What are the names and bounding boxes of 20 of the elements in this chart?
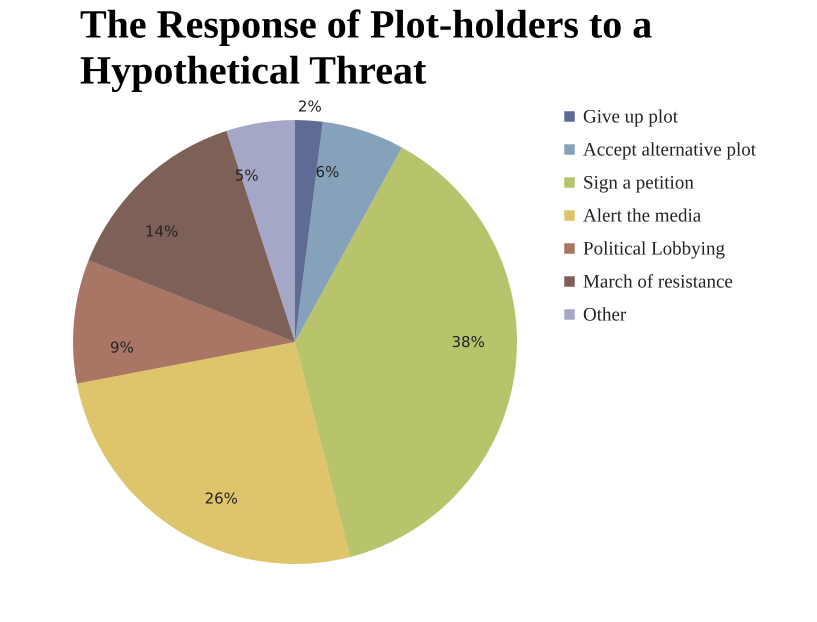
legend-label: Sign a petition xyxy=(583,172,694,194)
data-label: 6% xyxy=(316,162,340,181)
data-label: 9% xyxy=(110,338,134,356)
pie-slice xyxy=(226,120,295,342)
pie-slice xyxy=(295,122,402,342)
legend-label: Give up plot xyxy=(583,106,679,128)
data-label: 38% xyxy=(451,333,485,351)
data-label: 2% xyxy=(298,97,322,116)
legend-label: Accept alternative plot xyxy=(583,140,757,160)
legend-label: Political Lobbying xyxy=(583,238,726,260)
pie-slice xyxy=(73,260,295,384)
data-label: 14% xyxy=(144,222,178,241)
data-label: 26% xyxy=(204,490,238,508)
pie-slice xyxy=(76,342,350,564)
pie-slice xyxy=(88,130,295,342)
legend-label: Alert the media xyxy=(583,206,702,226)
legend-label: Other xyxy=(583,304,627,326)
legend-label: March of resistance xyxy=(583,272,733,292)
pie-slice xyxy=(295,147,517,558)
chart-title: The Response of Plot-holders to a Hypothetical Threat xyxy=(80,1,652,92)
